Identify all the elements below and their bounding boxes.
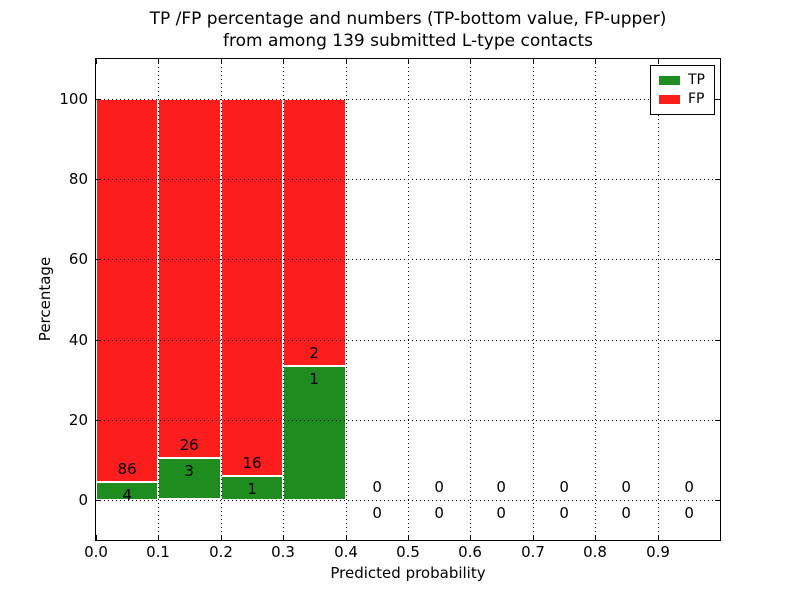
grid-line-v [221, 59, 222, 540]
fp-count-label: 0 [621, 478, 631, 496]
y-axis-tick-left [96, 99, 101, 100]
x-axis-tick-top [283, 59, 284, 64]
tp-count-label: 0 [621, 504, 631, 522]
x-tick-label: 0.9 [646, 543, 670, 561]
grid-line-v [533, 59, 534, 540]
x-axis-tick-bottom [658, 535, 659, 540]
x-axis-tick-bottom [96, 535, 97, 540]
y-axis-tick-left [96, 340, 101, 341]
x-axis-tick-bottom [283, 535, 284, 540]
fp-count-label: 0 [372, 478, 382, 496]
x-axis-tick-top [96, 59, 97, 64]
legend-label-fp: FP [688, 91, 705, 107]
fp-count-label: 0 [496, 478, 506, 496]
y-axis-tick-left [96, 259, 101, 260]
tp-count-label: 0 [434, 504, 444, 522]
x-axis-tick-top [533, 59, 534, 64]
y-tick-label: 0 [78, 491, 88, 509]
y-axis-tick-right [715, 99, 720, 100]
y-tick-label: 100 [59, 90, 88, 108]
tp-color-swatch [659, 76, 680, 85]
x-axis-tick-top [470, 59, 471, 64]
y-tick-label: 60 [68, 250, 88, 268]
y-axis-tick-right [715, 259, 720, 260]
x-axis-tick-bottom [595, 535, 596, 540]
fp-count-label: 2 [309, 344, 319, 362]
x-axis-tick-bottom [533, 535, 534, 540]
y-axis-label: Percentage [36, 256, 54, 342]
x-axis-tick-bottom [470, 535, 471, 540]
x-tick-label: 0.1 [146, 543, 170, 561]
fp-count-label: 0 [684, 478, 694, 496]
bar-segment-tp [158, 458, 221, 499]
bar-segment-fp [283, 99, 346, 366]
bar-segment-tp [96, 482, 158, 500]
tp-count-label: 0 [559, 504, 569, 522]
y-axis-tick-left [96, 500, 101, 501]
chart-title-line1: TP /FP percentage and numbers (TP-bottom… [149, 9, 667, 29]
tp-count-label: 0 [496, 504, 506, 522]
x-tick-label: 0.7 [521, 543, 545, 561]
y-tick-label: 80 [68, 170, 88, 188]
bar-segment-fp [158, 99, 221, 458]
y-axis-tick-right [715, 340, 720, 341]
x-tick-label: 0.2 [209, 543, 233, 561]
tp-count-label: 4 [122, 486, 132, 504]
x-axis-tick-top [595, 59, 596, 64]
grid-line-v [595, 59, 596, 540]
fp-count-label: 26 [179, 436, 199, 454]
tp-count-label: 1 [309, 370, 319, 388]
x-tick-label: 0.8 [583, 543, 607, 561]
y-tick-label: 40 [68, 331, 88, 349]
grid-line-v [470, 59, 471, 540]
tp-count-label: 1 [247, 480, 257, 498]
x-tick-label: 0.6 [458, 543, 482, 561]
x-tick-label: 0.3 [271, 543, 295, 561]
grid-line-v [658, 59, 659, 540]
x-axis-tick-top [346, 59, 347, 64]
grid-line-v [408, 59, 409, 540]
grid-line-v [158, 59, 159, 540]
tp-count-label: 3 [184, 462, 194, 480]
legend-entry-fp: FP [659, 90, 705, 109]
bar-segment-fp [96, 99, 158, 482]
x-axis-tick-bottom [346, 535, 347, 540]
fp-count-label: 0 [559, 478, 569, 496]
grid-line-v [283, 59, 284, 540]
grid-line-v [346, 59, 347, 540]
x-axis-tick-bottom [408, 535, 409, 540]
tp-count-label: 0 [372, 504, 382, 522]
fp-color-swatch [659, 95, 680, 104]
x-axis-tick-top [658, 59, 659, 64]
x-axis-tick-bottom [221, 535, 222, 540]
y-tick-label: 20 [68, 411, 88, 429]
x-tick-label: 0.4 [334, 543, 358, 561]
x-tick-label: 0.5 [396, 543, 420, 561]
y-axis-tick-right [715, 179, 720, 180]
x-axis-tick-top [221, 59, 222, 64]
fp-count-label: 16 [242, 454, 262, 472]
x-axis-tick-bottom [158, 535, 159, 540]
y-axis-tick-right [715, 420, 720, 421]
x-axis-tick-top [158, 59, 159, 64]
legend: TP FP [650, 65, 715, 115]
fp-count-label: 0 [434, 478, 444, 496]
y-axis-tick-left [96, 179, 101, 180]
x-axis-tick-top [408, 59, 409, 64]
tp-count-label: 0 [684, 504, 694, 522]
x-axis-label: Predicted probability [330, 564, 486, 582]
x-tick-label: 0.0 [84, 543, 108, 561]
fp-count-label: 86 [117, 460, 137, 478]
plot-area: 86 4 26 3 16 1 2 1 0 0 0 0 0 0 0 0 0 0 0 0 TP FP [95, 58, 721, 541]
chart-title: TP /FP percentage and numbers (TP-bottom… [96, 8, 720, 52]
y-axis-tick-right [715, 500, 720, 501]
legend-entry-tp: TP [659, 71, 705, 90]
legend-label-tp: TP [688, 72, 705, 88]
y-axis-tick-left [96, 420, 101, 421]
chart-title-line2: from among 139 submitted L-type contacts [222, 31, 593, 51]
